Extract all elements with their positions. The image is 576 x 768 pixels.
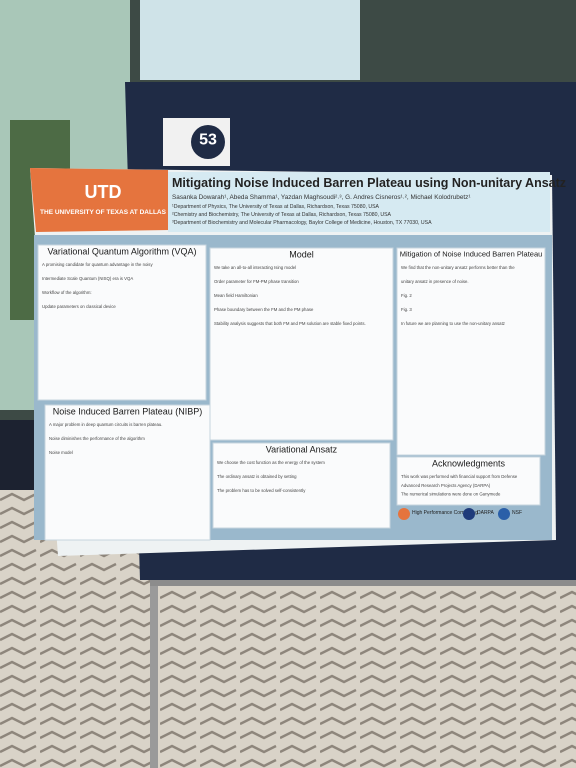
section-box <box>209 247 394 441</box>
section-line: We take an all-to-all interacting Ising … <box>214 265 296 270</box>
section-title: Variational Quantum Algorithm (VQA) <box>48 246 197 256</box>
person <box>0 420 40 490</box>
logo-icon <box>398 508 410 520</box>
section-line: The ordinary ansatz is obtained by setti… <box>217 474 297 479</box>
section-line: Update parameters on classical device <box>42 304 116 309</box>
section-title: Acknowledgments <box>432 458 506 468</box>
section-line: Mean field Hamiltonian <box>214 293 258 298</box>
badge-circle <box>191 125 225 159</box>
logo-icon <box>463 508 475 520</box>
authors: Sasanka Dowarah¹, Abeda Shamma¹, Yazdan … <box>172 194 471 201</box>
section-line: We choose the cost function as the energ… <box>217 460 325 465</box>
window <box>140 0 360 80</box>
section-line: Noise model <box>49 450 73 455</box>
section-line: Advanced Research Projects Agency (DARPA… <box>401 483 491 488</box>
section-box <box>396 456 541 506</box>
logos: High Performance Computing DARPA NSF <box>398 508 522 520</box>
title: Mitigating Noise Induced Barren Plateau … <box>172 176 566 190</box>
section-line: A promising candidate for quantum advant… <box>42 262 153 267</box>
logo-label: High Performance Computing <box>412 510 478 516</box>
section-line: Order parameter for FM-PM phase transiti… <box>214 279 299 284</box>
section-line: Fig. 3 <box>401 307 412 312</box>
section-line: unitary ansatz in presence of noise. <box>401 279 469 284</box>
title-bar <box>168 172 550 232</box>
section-title: Noise Induced Barren Plateau (NIBP) <box>53 406 203 416</box>
section-line: The numerical simulations were done on G… <box>401 492 501 497</box>
badge-number: 53 <box>199 131 217 148</box>
logo-label: DARPA <box>477 510 495 516</box>
sections: Variational Quantum Algorithm (VQA) A pro… <box>37 244 546 541</box>
section-line: Fig. 2 <box>401 293 412 298</box>
section-line: Noise diminishes the performance of the … <box>49 436 145 441</box>
section-line: A major problem in deep quantum circuits… <box>49 422 162 427</box>
section-line: In future we are planning to use the non… <box>401 321 505 326</box>
section-box <box>37 244 207 401</box>
logo-icon <box>498 508 510 520</box>
section-title: Model <box>289 249 314 259</box>
utd-banner <box>30 168 170 232</box>
section-line: We find that the non-unitary ansatz perf… <box>401 265 515 270</box>
section-title: Mitigation of Noise Induced Barren Plate… <box>400 250 543 259</box>
university: THE UNIVERSITY OF TEXAS AT DALLAS <box>40 209 167 216</box>
logo-label: NSF <box>512 510 522 516</box>
section-line: Phase boundary between the FM and the PM… <box>214 307 314 312</box>
utd-logo: UTD <box>85 182 122 202</box>
section-line: Workflow of the algorithm: <box>42 290 92 295</box>
section-box <box>396 247 546 456</box>
section-box <box>212 442 391 529</box>
section-title: Variational Ansatz <box>266 444 338 454</box>
section-line: Intermediate Scale Quantum (NISQ) era is… <box>42 276 133 281</box>
stand-leg <box>150 540 158 768</box>
stand-bar <box>150 578 576 586</box>
section-line: Stability analysis suggests that both FM… <box>214 321 366 326</box>
affiliation: ²Chemistry and Biochemistry, The Univers… <box>172 212 392 218</box>
affiliation: ¹Department of Physics, The University o… <box>172 204 380 210</box>
section-line: The problem has to be solved self-consis… <box>217 488 306 493</box>
affiliation: ³Department of Biochemistry and Molecula… <box>172 220 432 226</box>
section-box <box>44 404 211 541</box>
section-line: This work was performed with financial s… <box>401 474 518 479</box>
